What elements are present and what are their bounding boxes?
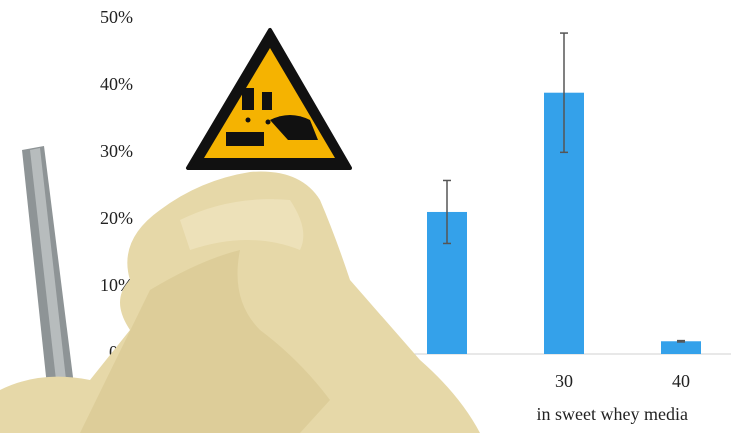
x-axis-label: in sweet whey media [537,404,688,424]
y-tick-label: 50% [100,7,133,27]
warning-sign [186,28,352,170]
bar [661,341,701,354]
x-tick-label: 30 [555,371,573,391]
powder-pile [0,171,480,433]
y-tick-label: 20% [100,208,133,228]
y-tick-label: 40% [100,74,133,94]
x-tick-label: 40 [672,371,690,391]
y-tick-label: 30% [100,141,133,161]
scoop [22,146,80,433]
